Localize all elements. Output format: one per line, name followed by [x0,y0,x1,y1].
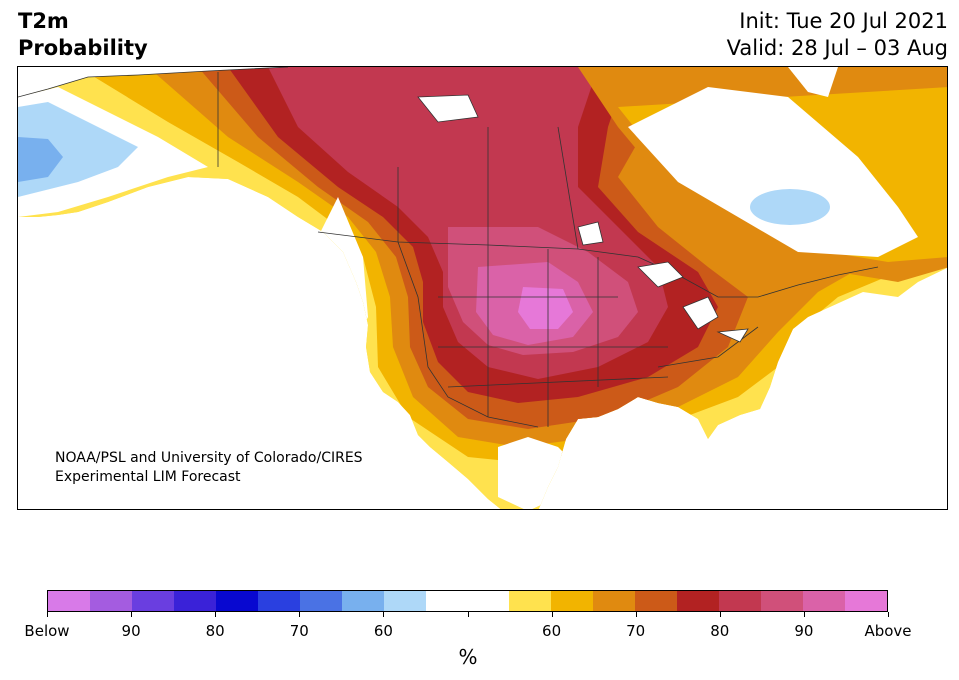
colorbar-tick-label: 60 [373,622,393,640]
colorbar-segment [845,591,888,611]
colorbar [47,590,888,612]
title-variable: T2m [18,9,69,33]
colorbar-segment [48,591,90,611]
colorbar-tick-mark [131,612,133,617]
colorbar-tick-mark [467,612,469,617]
colorbar-segment [677,591,720,611]
colorbar-segment [803,591,846,611]
credit-text: NOAA/PSL and University of Colorado/CIRE… [55,449,363,487]
colorbar-segment [719,591,762,611]
colorbar-segment [257,591,300,611]
colorbar-segment [173,591,216,611]
colorbar-tick-mark [888,612,889,617]
colorbar-segment [761,591,804,611]
credit-line-2: Experimental LIM Forecast [55,469,241,485]
probability-map [17,66,948,510]
colorbar-segment [383,591,426,611]
colorbar-tick-mark [299,612,301,617]
colorbar-unit: % [458,645,478,669]
colorbar-tick-mark [47,612,48,617]
colorbar-segment [551,591,594,611]
map-svg [18,67,947,509]
colorbar-tick-mark [215,612,217,617]
map-title: T2m Probability [18,8,148,62]
probability-shading [18,67,947,509]
colorbar-tick-label: 80 [710,622,730,640]
colorbar-tick-label: 90 [121,622,141,640]
colorbar-tick-mark [719,612,721,617]
colorbar-tick-label: 90 [794,622,814,640]
colorbar-tick-label: Above [864,622,912,640]
colorbar-segment [593,591,636,611]
title-type: Probability [18,36,148,60]
colorbar-segment [341,591,384,611]
colorbar-segment [509,591,552,611]
colorbar-tick-mark [551,612,553,617]
colorbar-segment [131,591,174,611]
colorbar-tick-label: 80 [205,622,225,640]
colorbar-segment [467,591,510,611]
colorbar-tick-label: 70 [626,622,646,640]
credit-line-1: NOAA/PSL and University of Colorado/CIRE… [55,450,363,466]
colorbar-tick-label: Below [24,622,70,640]
colorbar-segment [635,591,678,611]
colorbar-tick-mark [635,612,637,617]
colorbar-segment [215,591,258,611]
colorbar-segment [89,591,132,611]
colorbar-segment [425,591,468,611]
colorbar-tick-label: 60 [542,622,562,640]
valid-dates: Valid: 28 Jul – 03 Aug [726,36,948,60]
colorbar-tick-label: 70 [289,622,309,640]
init-date: Init: Tue 20 Jul 2021 [739,9,948,33]
colorbar-tick-mark [383,612,385,617]
colorbar-segment [299,591,342,611]
lakes [417,94,749,343]
forecast-dates: Init: Tue 20 Jul 2021 Valid: 28 Jul – 03… [727,8,948,62]
colorbar-tick-mark [803,612,805,617]
